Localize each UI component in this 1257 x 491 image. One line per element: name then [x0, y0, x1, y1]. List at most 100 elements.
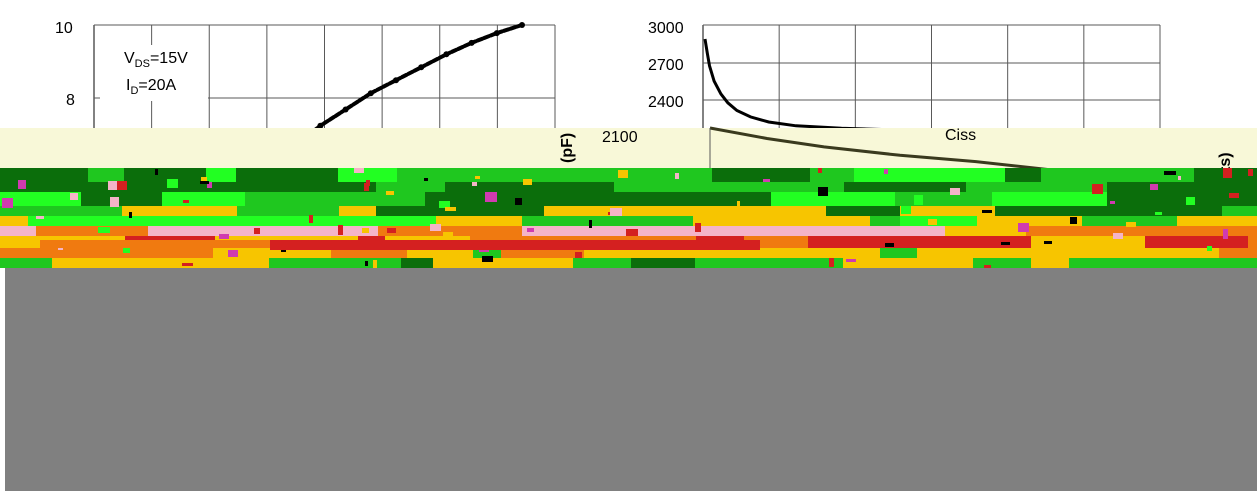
glitch-speck — [763, 179, 770, 182]
glitch-speck — [733, 232, 736, 235]
corruption-stripes — [0, 168, 1257, 271]
glitch-block — [973, 258, 1031, 268]
glitch-block — [20, 206, 122, 216]
glitch-speck — [982, 210, 992, 213]
glitch-speck — [885, 243, 894, 247]
ciss-series-line — [703, 38, 910, 132]
glitch-block — [114, 182, 157, 192]
left-series-point — [468, 39, 475, 46]
glitch-block — [376, 182, 445, 192]
glitch-speck — [1070, 217, 1077, 224]
glitch-speck — [1150, 184, 1158, 190]
right-y-tick-3000: 3000 — [648, 20, 684, 37]
glitch-block — [712, 168, 810, 182]
glitch-block — [1223, 192, 1257, 206]
glitch-block — [148, 226, 294, 236]
glitch-speck — [1001, 242, 1010, 245]
glitch-block — [0, 206, 20, 216]
glitch-block — [425, 192, 482, 206]
glitch-speck — [523, 179, 532, 185]
glitch-speck — [527, 228, 534, 232]
glitch-speck — [110, 197, 119, 207]
glitch-block — [1151, 248, 1219, 258]
glitch-block — [80, 216, 210, 226]
glitch-block — [236, 168, 338, 182]
glitch-block — [339, 206, 376, 216]
glitch-block — [501, 248, 584, 258]
glitch-block — [730, 248, 806, 258]
glitch-block — [88, 168, 124, 182]
glitch-block — [806, 248, 880, 258]
glitch-block — [331, 248, 407, 258]
glitch-block — [0, 216, 28, 226]
glitch-speck — [182, 263, 193, 266]
glitch-block — [1133, 206, 1222, 216]
glitch-block — [584, 248, 730, 258]
glitch-speck — [123, 244, 130, 253]
glitch-block — [244, 248, 331, 258]
glitch-block — [995, 206, 1133, 216]
glitch-speck — [1207, 246, 1212, 251]
glitch-block — [870, 216, 900, 226]
glitch-block — [445, 182, 476, 192]
glitch-speck — [1060, 241, 1072, 244]
left-series-point — [342, 106, 349, 113]
glitch-block — [36, 226, 148, 236]
glitch-block — [945, 226, 1026, 236]
right-y-tick-2100: 2100 — [602, 129, 638, 146]
glitch-block — [360, 216, 436, 226]
glitch-block — [1222, 206, 1257, 216]
glitch-block — [844, 182, 883, 192]
ciss-label: Ciss — [945, 127, 976, 144]
glitch-block — [631, 258, 695, 268]
glitch-block — [122, 206, 154, 216]
glitch-block — [473, 248, 501, 258]
glitch-block — [843, 258, 973, 268]
glitch-speck — [228, 250, 238, 257]
glitch-block — [509, 168, 598, 182]
glitch-speck — [1018, 223, 1029, 232]
glitch-speck — [1155, 212, 1162, 215]
annotation-box — [100, 45, 208, 101]
glitch-block — [0, 226, 36, 236]
glitch-block — [869, 206, 900, 216]
glitch-block — [662, 206, 774, 216]
glitch-block — [0, 182, 114, 192]
glitch-block — [471, 258, 573, 268]
left-grid — [93, 24, 556, 168]
right-y-tick-2700: 2700 — [648, 57, 684, 74]
glitch-speck — [818, 168, 822, 173]
right-axis-fragment: ts) — [1217, 152, 1234, 172]
glitch-block — [931, 216, 977, 226]
glitch-speck — [475, 176, 480, 179]
glitch-block — [1145, 236, 1248, 248]
glitch-block — [695, 258, 843, 268]
glitch-speck — [108, 181, 120, 190]
glitch-speck — [950, 188, 960, 195]
glitch-speck — [1178, 176, 1181, 180]
right-grid — [702, 24, 1161, 128]
glitch-speck — [1126, 222, 1136, 227]
glitch-speck — [430, 224, 441, 231]
glitch-speck — [129, 212, 132, 218]
gray-overlay — [5, 268, 1257, 491]
glitch-speck — [589, 220, 592, 228]
glitch-block — [1041, 168, 1194, 182]
left-series-point — [493, 30, 500, 37]
glitch-speck — [482, 256, 493, 262]
glitch-block — [774, 206, 826, 216]
glitch-speck — [155, 169, 158, 175]
glitch-speck — [1229, 193, 1239, 198]
glitch-red-streak — [270, 240, 760, 250]
glitch-block — [718, 182, 844, 192]
glitch-speck — [626, 229, 638, 236]
glitch-block — [1056, 248, 1151, 258]
glitch-speck — [1223, 229, 1228, 239]
glitch-block — [826, 206, 869, 216]
glitch-speck — [309, 215, 313, 223]
glitch-block — [693, 216, 813, 226]
glitch-block — [1248, 236, 1257, 248]
glitch-block — [544, 206, 662, 216]
glitch-block — [962, 236, 986, 248]
glitch-block — [206, 168, 236, 182]
